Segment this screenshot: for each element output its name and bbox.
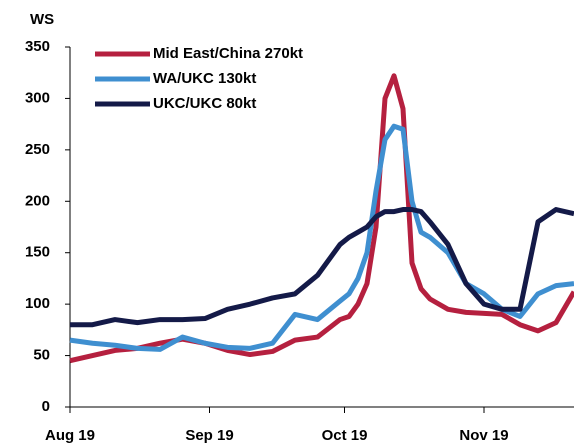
- legend-label: WA/UKC 130kt: [153, 70, 256, 87]
- y-tick-label: 150: [25, 244, 50, 261]
- y-tick-label: 350: [25, 38, 50, 55]
- y-tick-label: 200: [25, 192, 50, 209]
- legend-label: Mid East/China 270kt: [153, 45, 303, 62]
- series-line: [69, 123, 574, 352]
- series-line: [70, 207, 574, 328]
- y-tick-label: 100: [25, 295, 50, 312]
- x-tick-label: Sep 19: [185, 427, 233, 443]
- x-tick-label: Oct 19: [322, 427, 368, 443]
- x-tick-label: Nov 19: [459, 427, 508, 443]
- x-tick-label: Aug 19: [45, 427, 95, 443]
- y-tick-label: 250: [25, 141, 50, 158]
- legend-label: UKC/UKC 80kt: [153, 95, 256, 112]
- y-tick-label: 300: [25, 89, 50, 106]
- y-axis-label: WS: [30, 11, 54, 28]
- y-tick-label: 50: [33, 347, 50, 364]
- y-tick-label: 0: [42, 398, 50, 415]
